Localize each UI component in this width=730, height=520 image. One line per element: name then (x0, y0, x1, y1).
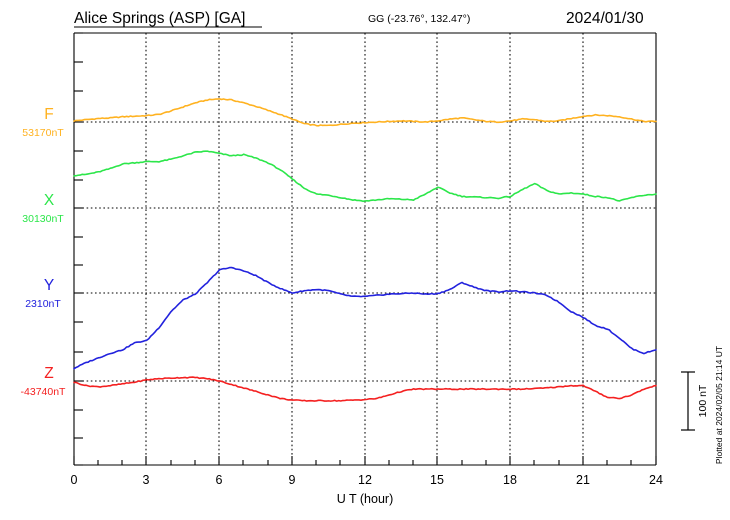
xtick-6: 6 (216, 473, 223, 487)
component-baseline-f: 53170nT (22, 127, 64, 139)
component-label-f: F (44, 106, 53, 123)
trace-group (73, 98, 657, 402)
xtick-9: 9 (289, 473, 296, 487)
scale-bar: 100 nT (681, 371, 709, 431)
vertical-gridlines (145, 33, 584, 465)
component-baseline-x: 30130nT (22, 213, 64, 225)
x-axis-ticks (73, 456, 657, 465)
x-axis-tick-labels: 0 3 6 9 12 15 18 21 24 (71, 473, 663, 487)
component-baseline-y: 2310nT (25, 298, 61, 310)
y-axis-ticks (74, 32, 83, 466)
xtick-0: 0 (71, 473, 78, 487)
trace-z (73, 376, 657, 402)
plotted-timestamp: Plotted at 2024/02/05 21:14 UT (714, 346, 724, 464)
component-baselines (74, 121, 656, 382)
page-title: Alice Springs (ASP) [GA] (74, 10, 245, 27)
component-legend: F 53170nT X 30130nT Y 2310nT Z -43740nT (21, 106, 67, 398)
xtick-3: 3 (143, 473, 150, 487)
trace-x (73, 150, 657, 203)
trace-y (73, 266, 657, 370)
geographic-coordinates: GG (-23.76°, 132.47°) (368, 13, 470, 25)
component-label-z: Z (44, 365, 53, 382)
trace-f (73, 98, 657, 127)
component-label-x: X (44, 192, 55, 209)
observation-date: 2024/01/30 (566, 10, 644, 27)
component-baseline-z: -43740nT (21, 386, 67, 398)
xtick-15: 15 (430, 473, 444, 487)
xtick-21: 21 (576, 473, 590, 487)
xtick-12: 12 (358, 473, 372, 487)
component-label-y: Y (44, 277, 54, 294)
xtick-18: 18 (503, 473, 517, 487)
xtick-24: 24 (649, 473, 663, 487)
x-axis-title: U T (hour) (337, 492, 394, 506)
scale-bar-label: 100 nT (697, 384, 709, 417)
